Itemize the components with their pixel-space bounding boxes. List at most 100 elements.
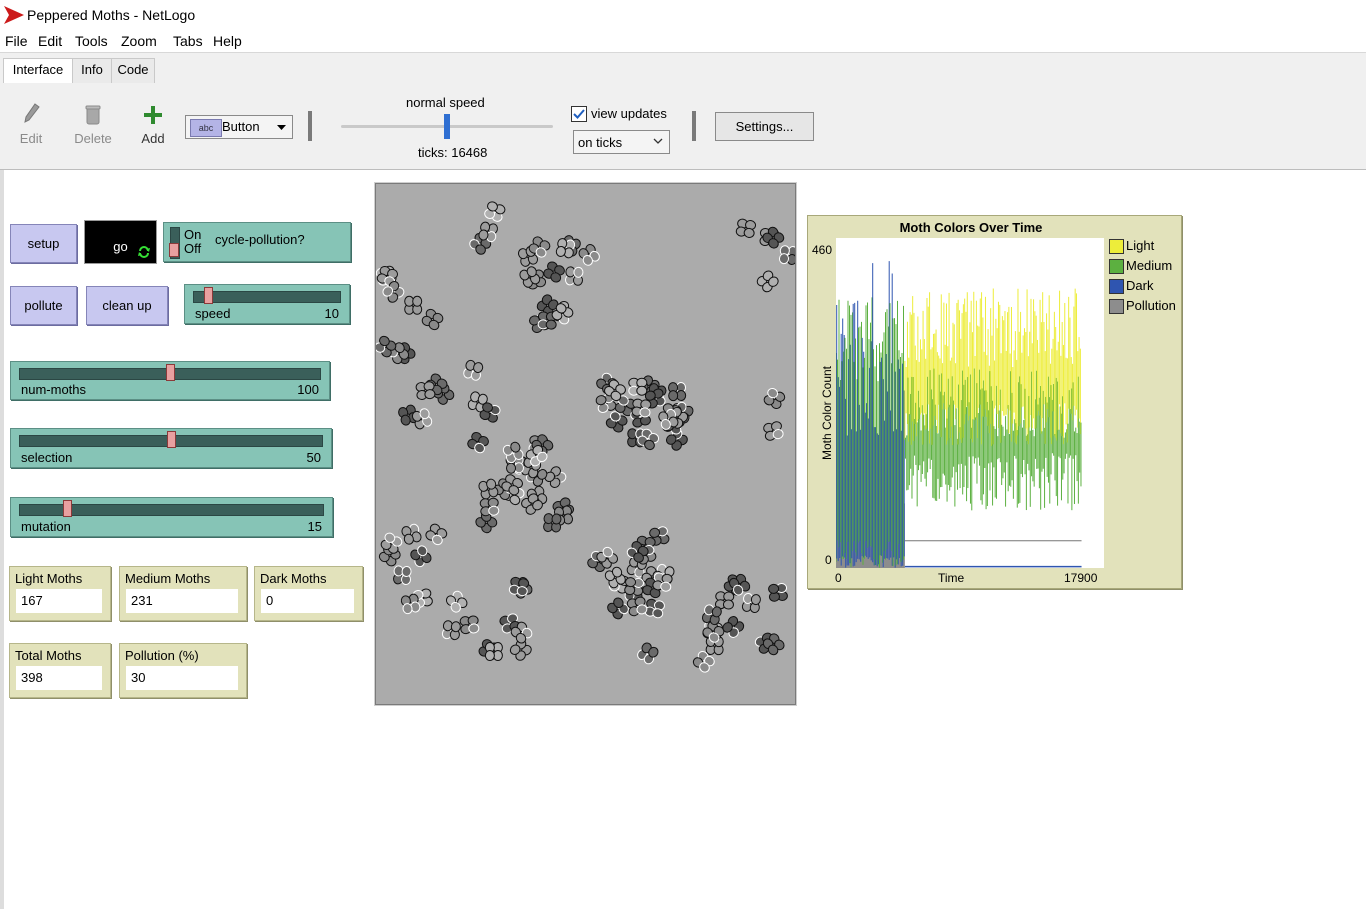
moth bbox=[762, 633, 785, 656]
view-updates-checkbox[interactable] bbox=[571, 106, 587, 122]
moth-wing bbox=[649, 527, 661, 538]
slider-thumb[interactable] bbox=[165, 364, 175, 381]
moth-wing bbox=[384, 532, 396, 543]
slider-track bbox=[19, 504, 324, 516]
monitor-name: Pollution (%) bbox=[125, 648, 199, 663]
moth bbox=[741, 592, 761, 614]
moth-wing bbox=[644, 390, 656, 401]
monitor-name: Medium Moths bbox=[125, 571, 211, 586]
moth bbox=[382, 281, 405, 303]
slider-value: 10 bbox=[324, 306, 339, 321]
moth bbox=[415, 381, 436, 401]
moth-wing bbox=[484, 650, 495, 661]
moth bbox=[637, 642, 659, 665]
moth-wing bbox=[432, 534, 443, 546]
speed-slider[interactable]: speed 10 bbox=[184, 284, 350, 324]
moth-wing bbox=[555, 245, 566, 257]
legend-label: Dark bbox=[1126, 278, 1154, 293]
moth-wing bbox=[665, 434, 677, 445]
moth bbox=[501, 474, 524, 496]
menu-tabs[interactable]: Tabs bbox=[173, 33, 203, 49]
moth bbox=[658, 408, 679, 430]
switch-off-label: Off bbox=[184, 241, 202, 256]
pencil-icon[interactable] bbox=[24, 103, 40, 123]
trash-can-icon[interactable] bbox=[85, 105, 101, 125]
monitor-value: 231 bbox=[126, 589, 238, 613]
toolbar-separator bbox=[308, 111, 312, 141]
plot-title: Moth Colors Over Time bbox=[899, 220, 1043, 235]
moth-wing bbox=[468, 623, 480, 634]
moth-wing bbox=[394, 342, 405, 354]
update-mode-value: on ticks bbox=[578, 135, 623, 150]
moth bbox=[479, 402, 501, 423]
slider-thumb[interactable] bbox=[204, 287, 214, 304]
slider-name: mutation bbox=[21, 519, 71, 534]
moth bbox=[652, 572, 673, 592]
delete-button[interactable]: Delete bbox=[74, 131, 112, 146]
moth bbox=[510, 621, 533, 644]
moth-wing bbox=[636, 385, 648, 396]
clean-up-button[interactable]: clean up bbox=[86, 286, 168, 325]
moth bbox=[624, 577, 644, 596]
add-button[interactable]: Add bbox=[141, 131, 165, 146]
selection-slider[interactable]: selection 50 bbox=[10, 428, 332, 468]
moth bbox=[445, 590, 468, 613]
tab-info[interactable]: Info bbox=[72, 58, 112, 83]
moth-wing bbox=[668, 390, 679, 402]
switch-thumb[interactable] bbox=[169, 243, 179, 257]
moth bbox=[705, 636, 724, 656]
setup-button[interactable]: setup bbox=[10, 224, 77, 263]
num-moths-slider[interactable]: num-moths 100 bbox=[10, 361, 330, 400]
menu-zoom[interactable]: Zoom bbox=[121, 33, 157, 49]
dark-moths-monitor: Dark Moths 0 bbox=[254, 566, 363, 621]
moth bbox=[400, 593, 421, 615]
moth bbox=[467, 391, 488, 413]
moth bbox=[376, 265, 399, 287]
menu-help[interactable]: Help bbox=[213, 33, 242, 49]
update-mode-dropdown[interactable]: on ticks bbox=[573, 130, 670, 154]
go-button[interactable]: go bbox=[85, 221, 156, 263]
moth-wing bbox=[535, 247, 547, 258]
mutation-slider[interactable]: mutation 15 bbox=[10, 497, 333, 537]
moth-wing bbox=[639, 407, 651, 418]
moth-wing bbox=[450, 601, 461, 613]
moth bbox=[637, 428, 660, 451]
moth bbox=[778, 245, 798, 265]
moth-wing bbox=[551, 513, 562, 525]
slider-thumb[interactable] bbox=[63, 500, 73, 517]
moth bbox=[459, 615, 480, 635]
moth bbox=[644, 388, 666, 409]
moth-wing bbox=[402, 603, 413, 615]
widget-type-dropdown[interactable]: abc Button bbox=[185, 115, 293, 139]
world-view[interactable] bbox=[374, 183, 798, 705]
legend-label: Pollution bbox=[1126, 298, 1176, 313]
plus-icon[interactable] bbox=[143, 105, 163, 125]
moth bbox=[735, 218, 757, 238]
moth bbox=[642, 577, 664, 599]
pollute-button[interactable]: pollute bbox=[10, 286, 77, 325]
moth-wing bbox=[611, 566, 623, 578]
edit-button[interactable]: Edit bbox=[19, 131, 43, 146]
menu-edit[interactable]: Edit bbox=[38, 33, 63, 49]
menu-tools[interactable]: Tools bbox=[75, 33, 108, 49]
moth bbox=[626, 541, 649, 563]
legend-swatch bbox=[1109, 239, 1124, 254]
moth-wing bbox=[424, 389, 436, 400]
moth-wing bbox=[652, 608, 664, 619]
tab-interface[interactable]: Interface bbox=[3, 58, 73, 84]
toolbar: Edit Delete Add abc Button normal speed … bbox=[0, 83, 1366, 170]
settings-button[interactable]: Settings... bbox=[715, 112, 814, 141]
window-title: Peppered Moths - NetLogo bbox=[27, 7, 196, 23]
slider-thumb[interactable] bbox=[166, 431, 176, 448]
moth bbox=[628, 377, 648, 396]
legend-label: Medium bbox=[1126, 258, 1173, 273]
menu-file[interactable]: File bbox=[5, 33, 28, 49]
legend-swatch bbox=[1109, 279, 1124, 294]
tab-code[interactable]: Code bbox=[111, 58, 155, 83]
speed-slider-thumb[interactable] bbox=[444, 114, 450, 139]
moth bbox=[519, 266, 541, 288]
legend-swatch bbox=[1109, 299, 1124, 314]
cycle-pollution-switch[interactable]: On Off cycle-pollution? bbox=[163, 222, 351, 262]
moth bbox=[441, 620, 461, 641]
moth-wing bbox=[508, 485, 520, 496]
